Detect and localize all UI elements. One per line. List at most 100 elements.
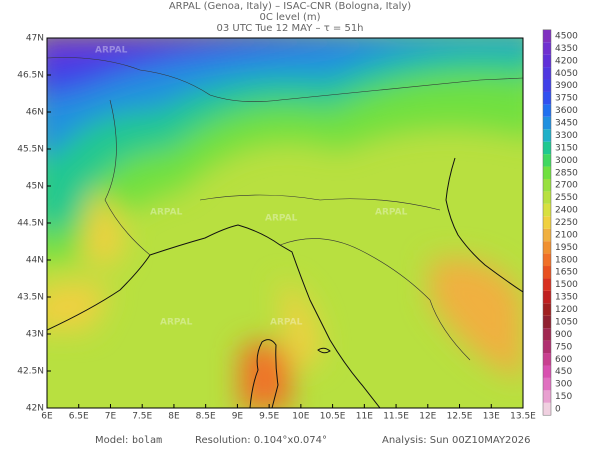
- watermark: ARPAL: [95, 46, 128, 56]
- lon-label: 10E: [292, 412, 309, 422]
- title-line: ARPAL (Genoa, Italy) – ISAC-CNR (Bologna…: [169, 1, 411, 12]
- colorbar-swatch: [543, 54, 551, 68]
- lon-label: 11.5E: [383, 412, 409, 422]
- colorbar-label: 1950: [555, 243, 578, 253]
- lon-label: 8E: [168, 412, 180, 422]
- lon-label: 11E: [356, 412, 373, 422]
- colorbar-label: 3450: [555, 119, 578, 129]
- footer-resolution: Resolution: 0.104°x0.074°: [195, 435, 327, 446]
- lon-label: 7.5E: [132, 412, 152, 422]
- lon-label: 7E: [105, 412, 117, 422]
- colorbar-label: 1800: [555, 255, 578, 265]
- colorbar-swatch: [543, 328, 551, 341]
- lat-label: 43.5N: [17, 293, 44, 303]
- title-line: 03 UTC Tue 12 MAY – τ = 51h: [216, 23, 363, 34]
- lat-label: 42N: [26, 404, 44, 414]
- lat-label: 44N: [26, 256, 44, 266]
- lon-label: 9.5E: [259, 412, 279, 422]
- colorbar-swatch: [543, 203, 551, 217]
- map-field: ARPAL ARPAL ARPAL ARPAL ARPAL ARPAL: [47, 38, 523, 408]
- lon-label: 13E: [483, 412, 500, 422]
- lat-label: 45N: [26, 182, 44, 192]
- colorbar-label: 750: [555, 342, 572, 352]
- watermark: ARPAL: [160, 318, 193, 328]
- watermark: ARPAL: [270, 318, 303, 328]
- colorbar-swatch: [543, 390, 551, 403]
- lat-label: 45.5N: [17, 145, 44, 155]
- lat-label: 42.5N: [17, 367, 44, 377]
- watermark: ARPAL: [265, 214, 298, 224]
- colorbar-label: 4350: [555, 44, 578, 54]
- footer-model: bolam: [132, 435, 162, 446]
- colorbar-swatch: [543, 290, 551, 304]
- footer-label: Model:: [95, 435, 128, 446]
- colorbar-swatch: [543, 353, 551, 366]
- colorbar-label: 300: [555, 380, 572, 390]
- colorbar-swatch: [543, 315, 551, 329]
- colorbar-swatch: [543, 228, 551, 242]
- lon-label: 10.5E: [320, 412, 346, 422]
- footer-analysis: Analysis: Sun 00Z10MAY2026: [382, 435, 531, 446]
- colorbar-label: 3150: [555, 143, 578, 153]
- lat-label: 46.5N: [17, 71, 44, 81]
- colorbar-label: 1650: [555, 268, 578, 278]
- colorbar-label: 2400: [555, 206, 578, 216]
- colorbar-label: 3600: [555, 106, 578, 116]
- colorbar-swatch: [543, 278, 551, 291]
- lat-label: 46N: [26, 108, 44, 118]
- lat-label: 43N: [26, 330, 44, 340]
- colorbar-swatch: [543, 402, 551, 416]
- colorbar-swatch: [543, 116, 551, 130]
- colorbar-label: 2250: [555, 218, 578, 228]
- colorbar-label: 2550: [555, 193, 578, 203]
- colorbar-swatch: [543, 266, 551, 279]
- colorbar-swatch: [543, 166, 551, 179]
- colorbar-label: 4500: [555, 32, 578, 42]
- lon-label: 6.5E: [69, 412, 89, 422]
- colorbar-swatch: [543, 42, 551, 55]
- colorbar-label: 1200: [555, 305, 578, 315]
- colorbar-label: 2850: [555, 168, 578, 178]
- colorbar-swatch: [543, 191, 551, 204]
- colorbar-label: 1500: [555, 280, 578, 290]
- colorbar-swatch: [543, 104, 551, 117]
- colorbar-label: 3900: [555, 81, 578, 91]
- colorbar-label: 1050: [555, 317, 578, 327]
- watermark: ARPAL: [375, 208, 408, 218]
- colorbar-label: 2100: [555, 230, 578, 240]
- colorbar-label: 900: [555, 330, 572, 340]
- lon-label: 9E: [232, 412, 244, 422]
- colorbar-swatch: [543, 340, 551, 354]
- lat-label: 47N: [26, 34, 44, 44]
- colorbar-swatch: [543, 154, 551, 167]
- colorbar-swatch: [543, 216, 551, 229]
- colorbar-label: 0: [555, 405, 561, 415]
- colorbar-frame: [542, 29, 552, 416]
- colorbar-label: 3750: [555, 94, 578, 104]
- colorbar-swatch: [543, 365, 551, 378]
- colorbar-swatch: [543, 67, 551, 80]
- lon-label: 13.5E: [510, 412, 536, 422]
- colorbar-label: 4200: [555, 56, 578, 66]
- colorbar-swatch: [543, 129, 551, 142]
- lon-label: 12.5E: [447, 412, 473, 422]
- colorbar-label: 4050: [555, 69, 578, 79]
- colorbar-label: 2700: [555, 181, 578, 191]
- colorbar-swatch: [543, 29, 551, 43]
- colorbar-label: 3000: [555, 156, 578, 166]
- colorbar-label: 3300: [555, 131, 578, 141]
- colorbar-swatch: [543, 241, 551, 254]
- colorbar-swatch: [543, 141, 551, 155]
- lon-label: 12E: [419, 412, 436, 422]
- watermark: ARPAL: [150, 208, 183, 218]
- lon-label: 8.5E: [196, 412, 216, 422]
- colorbar-label: 1350: [555, 293, 578, 303]
- colorbar-swatch: [543, 91, 551, 105]
- colorbar-swatch: [543, 253, 551, 267]
- colorbar-label: 600: [555, 355, 572, 365]
- colorbar-swatch: [543, 178, 551, 192]
- title-line: 0C level (m): [259, 12, 320, 23]
- lat-label: 44.5N: [17, 219, 44, 229]
- colorbar-label: 150: [555, 392, 572, 402]
